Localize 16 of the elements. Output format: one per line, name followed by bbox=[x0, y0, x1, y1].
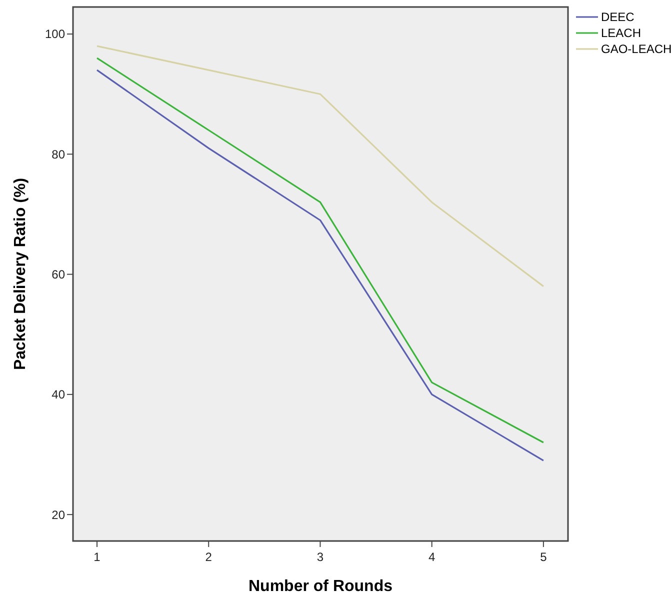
y-tick-label: 100 bbox=[44, 27, 66, 42]
x-axis-title: Number of Rounds bbox=[248, 578, 393, 595]
x-tick-label: 5 bbox=[540, 550, 548, 564]
legend-label: GAO-LEACH bbox=[601, 42, 671, 56]
line-series bbox=[96, 45, 544, 288]
y-tick-label: 60 bbox=[52, 268, 66, 282]
y-tick-label: 80 bbox=[52, 147, 66, 162]
legend-label: DEEC bbox=[601, 10, 635, 24]
x-tick-label: 4 bbox=[428, 550, 436, 564]
legend-label: LEACH bbox=[601, 26, 642, 40]
y-axis-title: Packet Delivery Ratio (%) bbox=[12, 178, 29, 370]
y-tick-label: 20 bbox=[52, 508, 66, 522]
x-tick-label: 2 bbox=[205, 550, 212, 564]
y-tick-label: 40 bbox=[52, 388, 66, 402]
x-tick-label: 3 bbox=[316, 550, 324, 564]
x-tick-label: 1 bbox=[94, 550, 101, 564]
